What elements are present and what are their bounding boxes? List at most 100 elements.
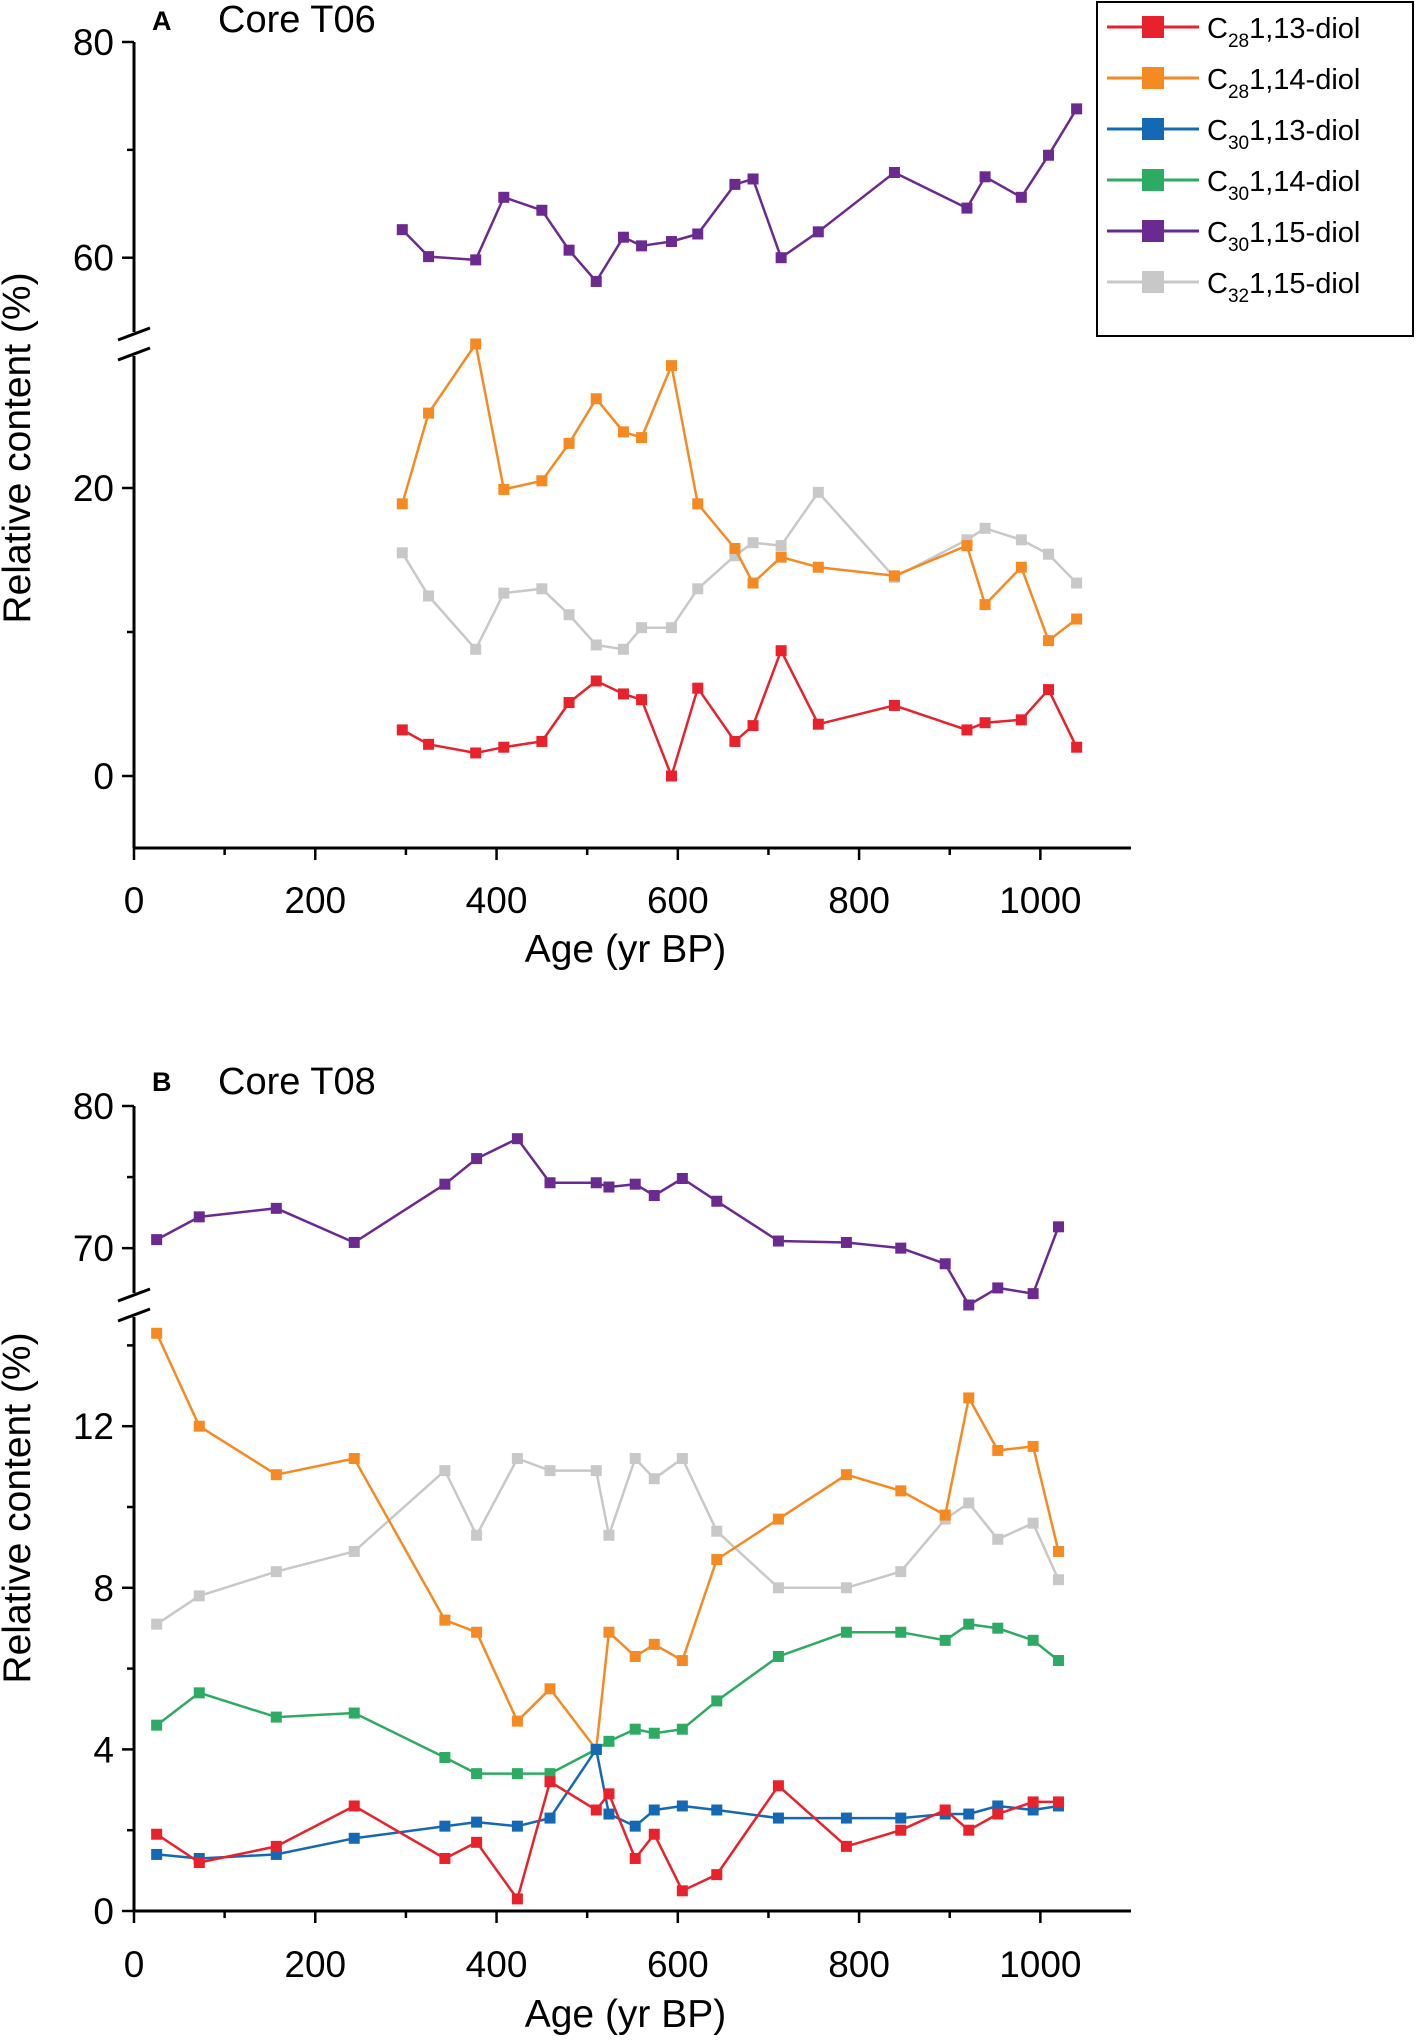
data-point [471,1626,483,1638]
data-point [1027,1517,1039,1529]
data-point [963,1299,975,1311]
data-point [665,622,677,634]
legend-subscript: 30 [1228,133,1249,154]
legend-label: C301,14-diol [1207,166,1360,205]
data-point [711,1195,723,1207]
legend-prefix: C [1207,268,1228,300]
data-point [895,1824,907,1836]
data-point [348,1707,360,1719]
data-point [498,191,510,203]
y-tick-label: 4 [93,1729,114,1770]
data-point [270,1711,282,1723]
data-point [840,1582,852,1594]
data-point [471,1816,483,1828]
data-point [665,236,677,248]
data-point [840,1236,852,1248]
data-point [471,1529,483,1541]
data-point [729,550,741,562]
x-tick-label: 1000 [999,880,1081,921]
data-point [151,1327,163,1339]
data-point [603,1808,615,1820]
x-tick-label: 600 [647,1944,709,1985]
y-axis-title: Relative content (%) [0,1332,39,1683]
legend-suffix: 1,13-diol [1249,13,1360,45]
data-point [590,639,602,651]
data-point [963,1497,975,1509]
data-point [423,590,435,602]
data-point [498,741,510,753]
series-c30_115 [396,103,1083,287]
data-point [629,1820,641,1832]
data-point [617,688,629,700]
series-c28_113 [396,645,1083,782]
data-point [648,1828,660,1840]
data-point [1071,741,1083,753]
legend-item-c32_115: C321,15-diol [1107,268,1360,307]
data-point [511,1768,523,1780]
data-point [471,1836,483,1848]
data-point [270,1840,282,1852]
data-point [396,724,408,736]
legend-label: C281,14-diol [1207,64,1360,103]
data-point [590,1465,602,1477]
data-point [692,583,704,595]
legend-suffix: 1,14-diol [1249,166,1360,198]
data-point [439,1820,451,1832]
x-tick-label: 400 [466,1944,528,1985]
data-point [747,720,759,732]
data-point [1027,1804,1039,1816]
data-point [775,551,787,563]
data-point [544,1812,556,1824]
data-point [629,1650,641,1662]
data-point [961,540,973,552]
data-point [151,1618,163,1630]
legend-label: C281,13-diol [1207,13,1360,52]
data-point [544,1776,556,1788]
data-point [772,1582,784,1594]
data-point [1071,103,1083,115]
legend-prefix: C [1207,64,1228,96]
data-point [963,1824,975,1836]
data-point [711,1554,723,1566]
data-point [939,1804,951,1816]
data-point [563,697,575,709]
data-point [692,228,704,240]
data-point [772,1650,784,1662]
panel-title: Core T06 [218,0,376,41]
data-point [498,483,510,495]
data-point [629,1723,641,1735]
data-point [992,1282,1004,1294]
data-point [648,1727,660,1739]
data-point [636,432,648,444]
data-point [511,1893,523,1905]
data-point [729,735,741,747]
data-point [470,747,482,759]
x-tick-label: 0 [124,1944,145,1985]
data-point [439,1852,451,1864]
data-point [439,1751,451,1763]
data-point [775,252,787,264]
data-point [979,171,991,183]
legend-subscript: 28 [1228,31,1249,52]
axis-break-mark [117,326,151,342]
data-point [676,1655,688,1667]
data-point [1052,1655,1064,1667]
data-point [396,547,408,559]
data-point [544,1768,556,1780]
data-point [511,1820,523,1832]
data-point [676,1885,688,1897]
data-point [270,1469,282,1481]
data-point [536,475,548,487]
legend-subscript: 30 [1228,184,1249,205]
data-point [511,1453,523,1465]
data-point [895,1242,907,1254]
axis-break-mark [117,1287,151,1303]
data-point [629,1453,641,1465]
legend-item-c30_115: C301,15-diol [1107,217,1360,256]
y-tick-label: 80 [73,1086,114,1127]
data-point [711,1869,723,1881]
data-point [636,240,648,252]
x-tick-label: 800 [828,880,890,921]
data-point [348,1236,360,1248]
data-point [1015,561,1027,573]
